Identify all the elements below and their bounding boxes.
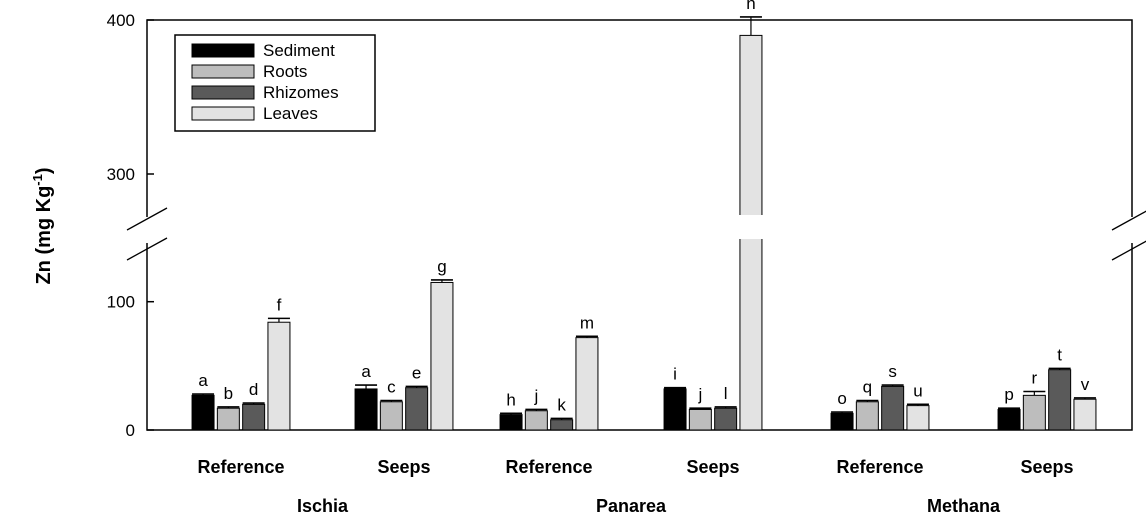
bar-break-gap [737, 215, 764, 239]
legend-swatch-sediment [191, 43, 255, 58]
bar-letter: d [249, 380, 258, 399]
bar-rhizomes-5 [1048, 369, 1072, 431]
bar-letter: v [1081, 375, 1090, 394]
bar-letter: j [533, 386, 538, 405]
bar-sediment-1 [354, 388, 378, 431]
bar-letter: n [746, 0, 755, 13]
y-axis-label: Zn (mg Kg-1) [30, 167, 55, 284]
axis-break-gap-right [1128, 217, 1136, 243]
axis-break-mark-left [126, 207, 168, 231]
bar-rhizomes-1 [405, 387, 429, 431]
bar-letter: k [557, 395, 566, 414]
legend-swatch-rhizomes [191, 85, 255, 100]
bar-letter: c [387, 377, 396, 396]
legend-swatch-roots [191, 64, 255, 79]
bar-letter: e [412, 363, 421, 382]
y-tick-label-300: 300 [107, 165, 135, 184]
bar-letter: f [277, 295, 282, 314]
axis-break-mark-right [1111, 210, 1146, 231]
bar-rhizomes-0 [242, 403, 266, 431]
bar-letter: o [837, 389, 846, 408]
x-category-label-2: Reference [505, 457, 592, 477]
y-axis-label-close: ) [33, 167, 55, 174]
legend-label-leaves: Leaves [263, 104, 318, 123]
bar-letter: p [1004, 385, 1013, 404]
legend-swatch-leaves [191, 106, 255, 121]
bar-roots-4 [855, 401, 879, 431]
bar-letter: a [361, 362, 371, 381]
bar-letter: a [198, 371, 208, 390]
axis-break-mark-right [1111, 240, 1146, 261]
x-category-label-0: Reference [197, 457, 284, 477]
bar-leaves-0 [267, 321, 291, 431]
x-category-label-1: Seeps [377, 457, 430, 477]
legend-label-roots: Roots [263, 62, 307, 81]
bar-roots-5 [1022, 394, 1046, 431]
bar-letter: i [673, 365, 677, 384]
legend-label-rhizomes: Rhizomes [263, 83, 339, 102]
x-category-label-5: Seeps [1020, 457, 1073, 477]
axis-break-gap-left [143, 217, 151, 243]
x-category-label-3: Seeps [686, 457, 739, 477]
bar-leaves-4 [906, 405, 930, 431]
y-tick-label-100: 100 [107, 293, 135, 312]
bar-leaves-5 [1073, 398, 1097, 431]
bar-rhizomes-3 [714, 407, 738, 431]
bar-letter: j [697, 385, 702, 404]
bar-sediment-4 [830, 412, 854, 431]
x-group-label-ischia: Ischia [297, 496, 349, 516]
bar-letter: g [437, 257, 446, 276]
bar-letter: b [224, 384, 233, 403]
bar-letter: s [888, 362, 897, 381]
bar-roots-1 [379, 401, 403, 431]
bar-letter: t [1057, 345, 1062, 364]
y-tick-label-400: 400 [107, 11, 135, 30]
bar-letter: q [863, 377, 872, 396]
bar-letter: u [913, 381, 922, 400]
bar-sediment-2 [499, 414, 523, 431]
y-axis-label-superscript: -1 [30, 174, 45, 186]
bar-rhizomes-2 [550, 419, 574, 431]
bar-rhizomes-4 [881, 385, 905, 431]
bar-leaves-1 [430, 281, 454, 431]
bar-roots-0 [216, 407, 240, 431]
x-group-label-methana: Methana [927, 496, 1001, 516]
bar-letter: h [506, 390, 515, 409]
bar-sediment-3 [663, 388, 687, 431]
bar-leaves-2 [575, 337, 599, 431]
bar-letter: l [724, 384, 728, 403]
axis-break-mark-left [126, 237, 168, 261]
bar-roots-3 [688, 408, 712, 431]
bar-sediment-5 [997, 408, 1021, 431]
x-group-label-panarea: Panarea [596, 496, 667, 516]
bar-letter: r [1032, 369, 1038, 388]
x-category-label-4: Reference [836, 457, 923, 477]
bar-letter: m [580, 313, 594, 332]
bar-sediment-0 [191, 394, 215, 431]
y-tick-label-0: 0 [126, 421, 135, 440]
legend-label-sediment: Sediment [263, 41, 335, 60]
bar-roots-2 [524, 410, 548, 431]
